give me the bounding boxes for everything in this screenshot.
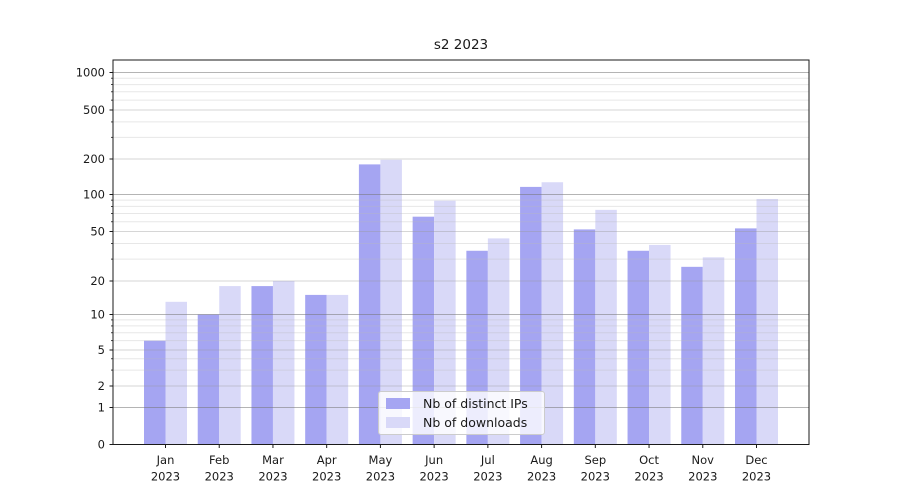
x-tick-label-month: Aug xyxy=(530,453,552,467)
x-tick-label-month: Oct xyxy=(639,453,659,467)
x-tick-label-month: Feb xyxy=(209,453,229,467)
y-tick-label: 5 xyxy=(98,343,105,357)
x-tick-label-year: 2023 xyxy=(312,470,341,484)
x-tick-label-year: 2023 xyxy=(473,470,502,484)
legend: Nb of distinct IPs Nb of downloads xyxy=(378,391,545,435)
bar-distinct-ips-dec xyxy=(734,228,757,445)
bar-downloads-jun xyxy=(434,200,456,445)
chart-title: s2 2023 xyxy=(433,37,489,53)
bar-downloads-sep xyxy=(595,209,617,445)
bar-distinct-ips-oct xyxy=(627,250,650,445)
x-tick-label-month: May xyxy=(369,453,393,467)
x-tick-label-year: 2023 xyxy=(151,470,180,484)
bar-downloads-mar xyxy=(272,281,295,445)
bar-downloads-aug xyxy=(541,182,564,445)
y-tick-label: 100 xyxy=(83,188,105,202)
bar-distinct-ips-nov xyxy=(681,266,703,445)
y-tick-label: 500 xyxy=(83,103,105,117)
x-tick-label-year: 2023 xyxy=(688,470,717,484)
x-tick-label-month: Apr xyxy=(317,453,337,467)
legend-label-distinct-ips: Nb of distinct IPs xyxy=(423,396,528,411)
y-tick-label: 10 xyxy=(90,308,105,322)
x-tick-label-year: 2023 xyxy=(205,470,234,484)
y-tick-label: 1 xyxy=(98,401,105,415)
x-tick-label-year: 2023 xyxy=(366,470,395,484)
x-tick-label-year: 2023 xyxy=(634,470,663,484)
bar-distinct-ips-feb xyxy=(197,314,220,445)
y-tick-label: 1000 xyxy=(76,66,105,80)
bar-downloads-may xyxy=(380,159,402,445)
x-tick-label-month: Sep xyxy=(584,453,606,467)
bar-downloads-feb xyxy=(219,286,241,445)
bar-downloads-nov xyxy=(702,257,725,445)
bar-downloads-oct xyxy=(649,244,671,445)
bar-distinct-ips-may xyxy=(358,164,381,445)
bar-distinct-ips-mar xyxy=(251,286,273,445)
bar-downloads-dec xyxy=(756,198,778,445)
x-tick-label-year: 2023 xyxy=(742,470,771,484)
legend-swatch-downloads xyxy=(386,417,410,428)
bar-distinct-ips-jun xyxy=(412,216,435,445)
plot-border xyxy=(112,59,810,445)
x-tick-label-year: 2023 xyxy=(258,470,287,484)
y-tick-label: 50 xyxy=(90,225,105,239)
bar-distinct-ips-sep xyxy=(573,229,596,445)
y-tick-label: 200 xyxy=(83,152,105,166)
y-tick-label: 2 xyxy=(98,379,105,393)
x-tick-label-month: Nov xyxy=(692,453,715,467)
x-tick-label-year: 2023 xyxy=(527,470,556,484)
bar-downloads-jan xyxy=(165,301,187,445)
x-tick-label-year: 2023 xyxy=(581,470,610,484)
x-tick-label-month: Jul xyxy=(480,453,495,467)
legend-row-distinct-ips: Nb of distinct IPs xyxy=(386,396,538,411)
x-tick-label-month: Dec xyxy=(745,453,767,467)
x-tick-label-month: Mar xyxy=(262,453,284,467)
bar-distinct-ips-jan xyxy=(144,340,166,445)
y-tick-label: 20 xyxy=(90,274,105,288)
legend-label-downloads: Nb of downloads xyxy=(423,415,528,430)
y-tick-label: 0 xyxy=(98,438,105,452)
legend-row-downloads: Nb of downloads xyxy=(386,415,538,430)
x-tick-label-month: Jun xyxy=(424,453,443,467)
bar-distinct-ips-aug xyxy=(520,186,542,445)
legend-swatch-distinct-ips xyxy=(386,398,410,409)
x-tick-label-year: 2023 xyxy=(419,470,448,484)
x-tick-label-month: Jan xyxy=(156,453,175,467)
